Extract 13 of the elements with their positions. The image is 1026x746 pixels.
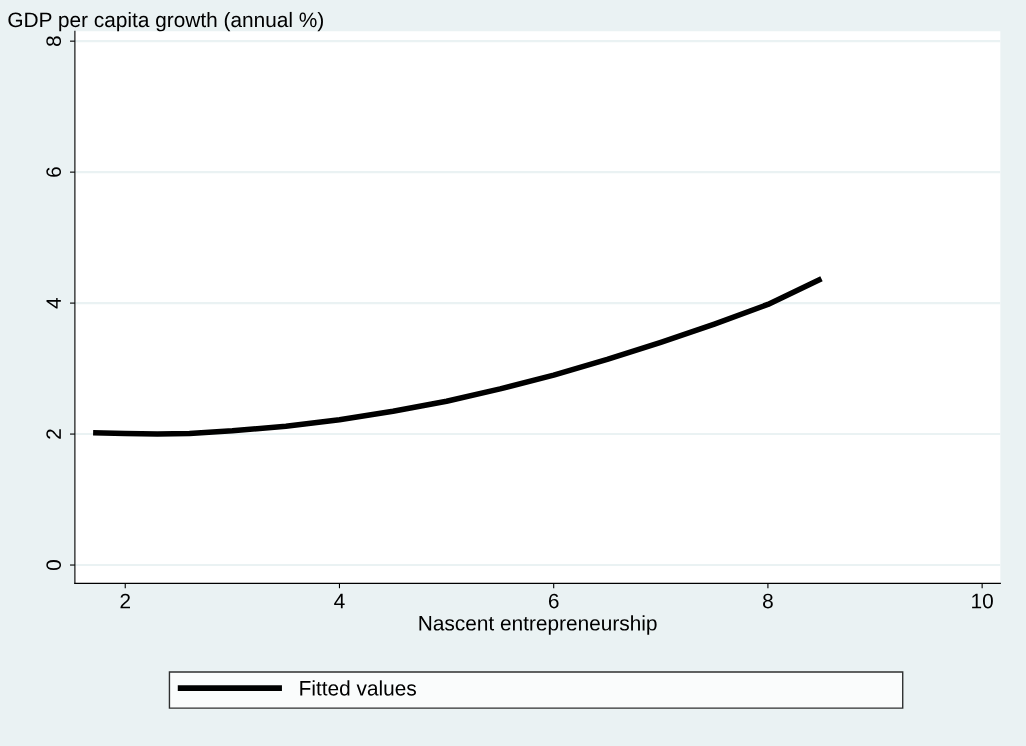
y-tick-label: 2	[46, 429, 61, 439]
y-tick-label: 4	[46, 297, 61, 309]
x-tick-label: 8	[763, 593, 773, 609]
y-tick-label: 0	[46, 560, 62, 571]
x-tick-label: 4	[334, 593, 345, 609]
y-tick-label: 6	[46, 167, 62, 177]
y-tick-label: 8	[46, 36, 62, 47]
x-tick-label: 10	[972, 593, 993, 609]
text: Fitted values	[300, 680, 416, 696]
x-tick-label: 2	[120, 593, 130, 609]
x-tick-label: 6	[548, 593, 559, 609]
x-axis-title: Nascent entrepreneurship	[419, 615, 657, 635]
y-axis-title: GDP per capita growth (annual %)	[8, 11, 323, 32]
